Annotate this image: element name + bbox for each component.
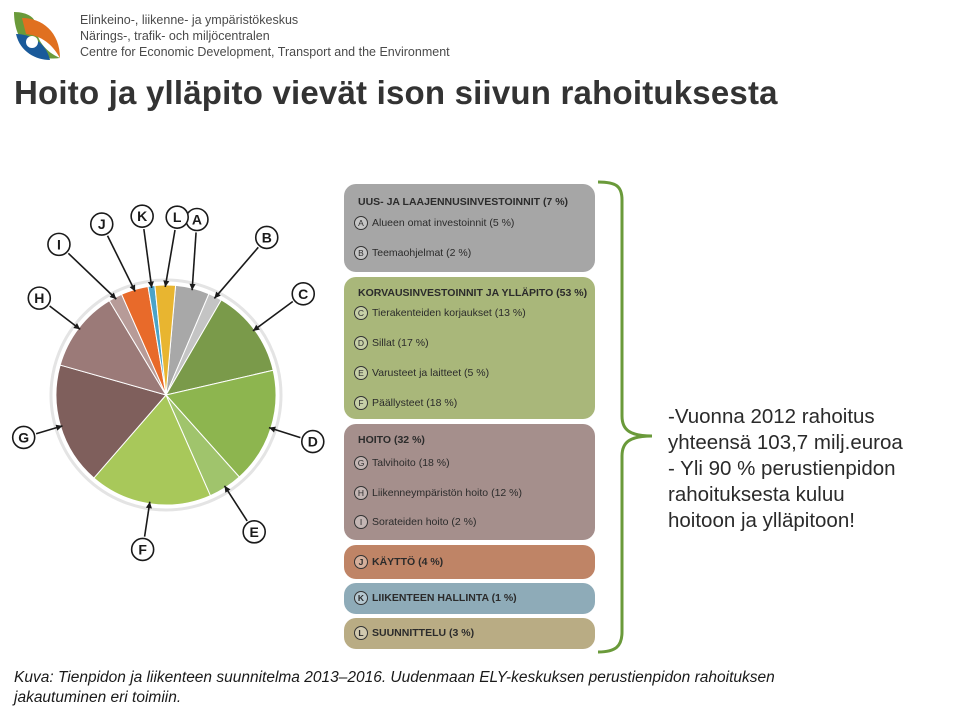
- callout-label-k: K: [137, 208, 147, 224]
- organization-name: Elinkeino-, liikenne- ja ympäristökeskus…: [80, 12, 450, 60]
- bullet-line: yhteensä 103,7 milj.euroa: [668, 431, 903, 454]
- org-line-en: Centre for Economic Development, Transpo…: [80, 45, 450, 59]
- callout-circle-h: [27, 286, 52, 310]
- callout-line-l: [164, 229, 176, 288]
- legend-group-title: UUS- JA LAAJENNUSINVESTOINNIT (7 %): [358, 196, 569, 208]
- callout-circle-j: [89, 212, 114, 236]
- legend-group-hoito: HOITO (32 %) G Talvihoito (18 %) H Liikenn…: [344, 424, 595, 540]
- legend-item-h: H Liikenneympäristön hoito (12 %): [354, 486, 522, 500]
- callout-line-k: [143, 228, 153, 289]
- callout-circle-l: [165, 205, 189, 229]
- ely-logo: [14, 12, 60, 60]
- legend-item-d: D Sillat (17 %): [354, 336, 429, 350]
- callout-circle-g: [11, 425, 36, 450]
- callout-label-e: E: [250, 524, 259, 540]
- callout-arrow-e: [224, 485, 231, 493]
- legend-liikenteen-hallinta: K LIIKENTEEN HALLINTA (1 %): [344, 583, 595, 614]
- org-line-fi: Elinkeino-, liikenne- ja ympäristökeskus: [80, 13, 299, 27]
- callout-circle-e: [242, 520, 266, 544]
- callout-line-b: [213, 246, 259, 299]
- callout-label-b: B: [262, 229, 272, 245]
- callout-arrow-f: [145, 501, 152, 509]
- callout-arrow-h: [73, 323, 81, 330]
- figure-caption: Kuva: Tienpidon ja liikenteen suunnitelm…: [14, 668, 914, 708]
- legend-item-e: E Varusteet ja laitteet (5 %): [354, 366, 489, 380]
- callout-line-e: [223, 485, 248, 522]
- org-line-sv: Närings-, trafik- och miljöcentralen: [80, 29, 270, 43]
- callout-label-f: F: [138, 541, 147, 557]
- legend-group-korvaus: KORVAUSINVESTOINNIT JA YLLÄPITO (53 %) C…: [344, 277, 595, 419]
- legend-item-c: C Tierakenteiden korjaukset (13 %): [354, 306, 526, 320]
- callout-arrow-j: [129, 284, 136, 292]
- callout-label-c: C: [298, 286, 308, 302]
- legend-suunnittelu: L SUUNNITTELU (3 %): [344, 618, 595, 649]
- callout-arrow-c: [252, 324, 260, 331]
- callout-label-l: L: [173, 209, 182, 225]
- callout-label-h: H: [34, 290, 44, 306]
- key-points: -Vuonna 2012 rahoitus yhteensä 103,7 mil…: [668, 404, 903, 534]
- callout-arrow-g: [55, 424, 63, 431]
- bullet-line: rahoituksesta kuluu: [668, 483, 845, 506]
- callout-arrow-b: [214, 291, 221, 299]
- callout-circle-i: [47, 232, 71, 257]
- callout-label-j: J: [98, 216, 106, 232]
- callout-arrow-l: [163, 280, 170, 288]
- bullet-line: - Yli 90 % perustienpidon: [668, 457, 896, 480]
- callout-circle-f: [130, 537, 155, 562]
- caption-line: jakautuminen eri toimiin.: [14, 689, 182, 706]
- callout-arrow-k: [147, 281, 154, 288]
- page-title: Hoito ja ylläpito vievät ison siivun rah…: [14, 74, 778, 111]
- callout-label-g: G: [18, 429, 29, 445]
- callout-circle-d: [300, 429, 325, 454]
- curly-bracket: [597, 180, 653, 654]
- legend-item-a: A Alueen omat investoinnit (5 %): [354, 216, 514, 230]
- callout-line-h: [49, 305, 81, 331]
- callout-label-a: A: [192, 212, 202, 228]
- callout-circle-k: [130, 204, 154, 228]
- callout-line-i: [67, 252, 117, 300]
- callout-line-j: [106, 235, 136, 292]
- bullet-line: hoitoon ja ylläpitoon!: [668, 509, 855, 532]
- legend-item-i: I Sorateiden hoito (2 %): [354, 515, 476, 529]
- callout-line-c: [252, 300, 294, 332]
- callout-arrow-i: [109, 292, 117, 300]
- legend-kaytto: J KÄYTTÖ (4 %): [344, 545, 595, 579]
- callout-arrow-a: [189, 283, 196, 291]
- legend-item-f: F Päällysteet (18 %): [354, 396, 457, 410]
- legend-group-uus: UUS- JA LAAJENNUSINVESTOINNIT (7 %) A Alu…: [344, 184, 595, 272]
- legend-item-b: B Teemaohjelmat (2 %): [354, 246, 471, 260]
- callout-circle-c: [291, 282, 316, 306]
- legend-group-title: KORVAUSINVESTOINNIT JA YLLÄPITO (53 %): [358, 287, 588, 299]
- callout-label-i: I: [57, 236, 61, 252]
- callout-circle-b: [254, 225, 279, 250]
- caption-line: Kuva: Tienpidon ja liikenteen suunnitelm…: [14, 669, 775, 686]
- callout-label-d: D: [308, 434, 318, 450]
- bullet-line: -Vuonna 2012 rahoitus: [668, 405, 875, 428]
- callout-arrow-d: [268, 426, 276, 433]
- callout-line-a: [191, 232, 197, 291]
- legend-group-title: HOITO (32 %): [358, 434, 425, 446]
- legend-item-g: G Talvihoito (18 %): [354, 456, 450, 470]
